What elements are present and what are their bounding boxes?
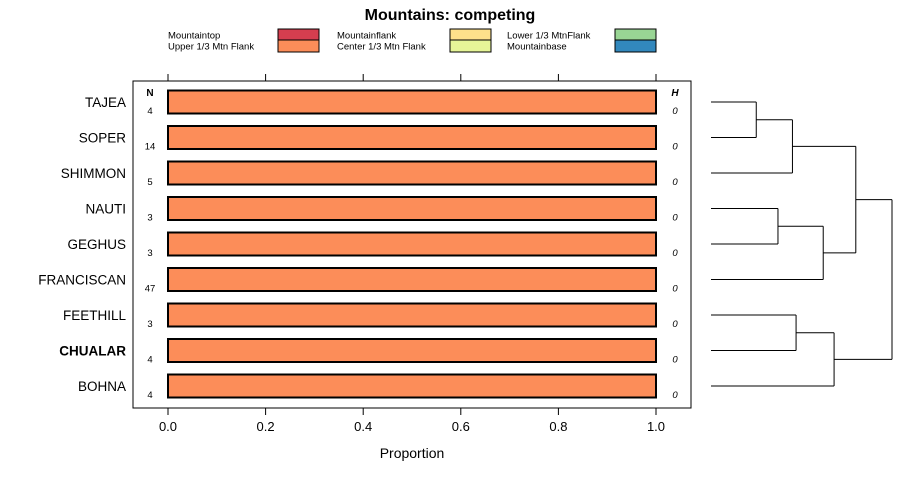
h-value: 0	[672, 106, 678, 117]
legend-label: Mountaintop	[168, 31, 220, 42]
bar-outline	[167, 267, 657, 292]
bar-outline	[167, 231, 657, 257]
n-value: 4	[147, 390, 152, 401]
legend-swatch	[449, 28, 492, 42]
bar-segment	[168, 126, 656, 149]
h-value: 0	[672, 390, 678, 401]
x-tick-label: 0.2	[257, 419, 275, 434]
x-tick-label: 1.0	[647, 419, 665, 434]
n-value: 14	[145, 142, 156, 153]
x-tick-label: 0.8	[549, 419, 567, 434]
category-label: FEETHILL	[63, 308, 127, 323]
n-value: 3	[147, 213, 152, 224]
bar-outline	[167, 373, 657, 399]
h-value: 0	[672, 319, 678, 330]
bar-outline	[167, 125, 657, 150]
category-label: SOPER	[79, 131, 127, 146]
category-label: NAUTI	[86, 202, 127, 217]
bar-segment	[168, 339, 656, 362]
x-tick-label: 0.4	[354, 419, 372, 434]
bar-outline	[167, 338, 657, 363]
bar-segment	[168, 303, 656, 327]
bar-segment	[168, 232, 656, 256]
h-value: 0	[672, 284, 678, 295]
x-tick-label: 0.0	[159, 419, 177, 434]
bar-segment	[168, 268, 656, 291]
rows: TAJEA 4 0 SOPER 14 0 SHIMMON 5 0 NAUTI 3 0 GEGHUS 3 0 F…	[38, 89, 678, 401]
category-label: FRANCISCAN	[38, 273, 126, 288]
category-label: BOHNA	[78, 379, 126, 394]
bar-outline	[167, 89, 657, 115]
n-value: 3	[147, 248, 152, 259]
h-value: 0	[672, 355, 678, 366]
n-header: N	[146, 88, 153, 99]
category-label: CHUALAR	[59, 344, 126, 359]
chart-title: Mountains: competing	[365, 7, 536, 24]
legend-swatch	[614, 28, 657, 42]
n-value: 47	[145, 284, 156, 295]
legend-swatch	[277, 28, 320, 42]
legend-label: Mountainbase	[507, 42, 567, 53]
category-label: TAJEA	[85, 95, 126, 110]
bar-segment	[168, 374, 656, 398]
n-value: 3	[147, 319, 152, 330]
category-label: GEGHUS	[67, 237, 126, 252]
legend-label: Upper 1/3 Mtn Flank	[168, 42, 254, 53]
plot-frame	[132, 80, 692, 409]
legend-label: Mountainflank	[337, 31, 396, 42]
bar-segment	[168, 161, 656, 185]
h-value: 0	[672, 142, 678, 153]
x-axis: 0.0 0.2 0.4 0.6 0.8 1.0	[159, 408, 665, 434]
n-value: 4	[147, 106, 152, 117]
category-label: SHIMMON	[61, 166, 126, 181]
legend-swatch	[277, 39, 320, 53]
bar-segment	[168, 90, 656, 114]
x-tick-label: 0.6	[452, 419, 470, 434]
h-value: 0	[672, 177, 678, 188]
bar-outline	[167, 302, 657, 328]
bar-outline	[167, 196, 657, 221]
n-value: 5	[147, 177, 152, 188]
h-header: H	[671, 88, 679, 99]
legend-label: Lower 1/3 MtnFlank	[507, 31, 591, 42]
n-value: 4	[147, 355, 152, 366]
x-axis-label: Proportion	[380, 445, 445, 461]
dendrogram	[711, 101, 893, 387]
bar-outline	[167, 160, 657, 186]
legend-swatch	[614, 39, 657, 53]
legend-swatch	[449, 39, 492, 53]
h-value: 0	[672, 248, 678, 259]
legend-label: Center 1/3 Mtn Flank	[337, 42, 426, 53]
bar-segment	[168, 197, 656, 220]
h-value: 0	[672, 213, 678, 224]
top-ticks	[167, 74, 657, 81]
